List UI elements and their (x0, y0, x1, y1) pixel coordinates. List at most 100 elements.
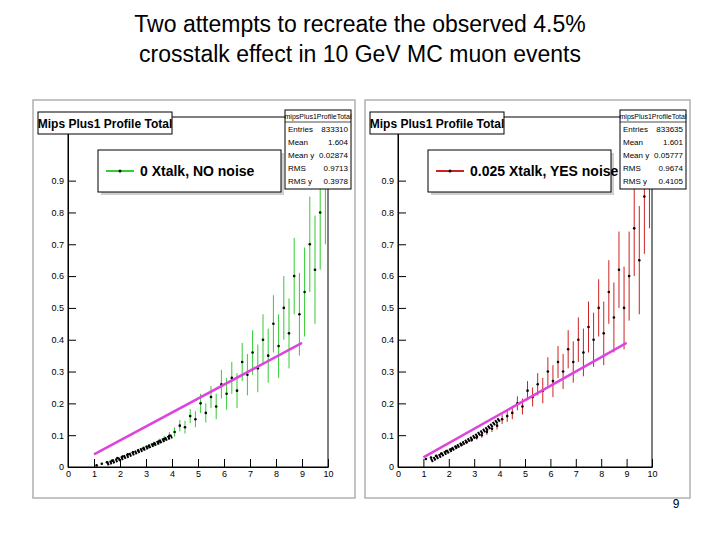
error-bar (634, 181, 635, 276)
y-tick: 0.5 (51, 303, 76, 313)
error-bar (179, 420, 180, 431)
stats-box-frame (620, 110, 686, 189)
stats-label: Entries (623, 125, 648, 134)
stats-value: 0.9713 (324, 164, 349, 173)
x-tick-mark (525, 459, 526, 467)
stats-label: Mean (623, 138, 643, 147)
x-tick-mark (198, 459, 199, 467)
fit-line (431, 419, 500, 460)
point (288, 332, 291, 335)
error-bar (185, 421, 186, 434)
x-tick-mark (652, 459, 653, 467)
y-tick: 0.1 (381, 431, 406, 441)
x-tick-mark (276, 459, 277, 467)
x-tick-label: 1 (421, 469, 426, 479)
x-tick: 1 (92, 459, 97, 479)
x-tick-label: 2 (447, 469, 452, 479)
y-tick: 0.4 (381, 335, 406, 345)
stats-box: mipsPlus1ProfileTotalEntries833310Mean1.… (285, 110, 352, 189)
y-tick-mark (68, 403, 76, 404)
point (501, 418, 504, 421)
x-tick-label: 7 (574, 469, 579, 479)
plot-frame (68, 117, 328, 467)
x-tick-label: 5 (523, 469, 528, 479)
point (179, 424, 182, 427)
canvas (33, 100, 355, 498)
legend-swatch (106, 170, 134, 172)
point (526, 389, 529, 392)
error-bar (257, 345, 258, 393)
x-tick: 7 (248, 459, 253, 479)
point (272, 323, 275, 326)
title-box: Mips Plus1 Profile Total (370, 112, 504, 134)
point (643, 195, 646, 198)
x-tick-mark (328, 459, 329, 467)
error-bar (502, 415, 503, 425)
point (592, 338, 595, 341)
x-tick: 10 (323, 459, 333, 479)
y-tick-mark (68, 212, 76, 213)
point (608, 291, 611, 294)
y-tick: 0.6 (381, 271, 406, 281)
y-tick-label: 0 (389, 462, 394, 472)
y-tick-label: 0 (59, 462, 64, 472)
point (511, 412, 514, 415)
point (521, 405, 524, 408)
x-tick-label: 10 (647, 469, 657, 479)
point (557, 361, 560, 364)
x-tick-mark (224, 459, 225, 467)
point (205, 412, 208, 415)
y-tick-label: 0.5 (381, 303, 394, 313)
y-tick-mark (68, 372, 76, 373)
x-tick-mark (302, 459, 303, 467)
x-tick-mark (172, 459, 173, 467)
x-tick: 9 (625, 459, 630, 479)
slide-title: crosstalk effect in 10 GeV MC muon event… (139, 41, 581, 67)
y-tick-mark (68, 181, 76, 182)
point (496, 424, 499, 427)
y-tick-mark (398, 467, 406, 468)
point (173, 431, 176, 434)
x-tick: 10 (647, 459, 657, 479)
stats-title: mipsPlus1ProfileTotal (285, 113, 352, 121)
point (552, 380, 555, 383)
x-tick-label: 8 (599, 469, 604, 479)
x-tick-label: 0 (66, 469, 71, 479)
stats-divider (620, 122, 686, 123)
y-tick-label: 0.6 (381, 271, 394, 281)
x-tick-mark (449, 459, 450, 467)
stats-value: 833310 (321, 125, 348, 134)
title-box-frame (370, 112, 504, 134)
y-tick-label: 0.6 (51, 271, 64, 281)
x-tick: 4 (170, 459, 175, 479)
chart-title: Mips Plus1 Profile Total (38, 117, 172, 131)
y-tick-mark (68, 276, 76, 277)
x-axis: 012345678910 (66, 459, 334, 479)
stats-value: 0.05777 (654, 151, 683, 160)
x-tick: 2 (447, 459, 452, 479)
error-bar (101, 463, 102, 464)
x-tick: 6 (222, 459, 227, 479)
y-tick-label: 0.9 (51, 176, 64, 186)
y-tick-label: 0.4 (51, 335, 64, 345)
panel: 01234567891000.10.20.30.40.50.60.70.80.9… (33, 100, 355, 498)
error-bar (573, 341, 574, 382)
y-tick-label: 0.7 (381, 240, 394, 250)
error-bar (304, 247, 305, 336)
x-tick-label: 0 (396, 469, 401, 479)
point (210, 396, 213, 399)
point (319, 211, 322, 214)
stats-value: 0.9674 (659, 164, 684, 173)
legend-label: 0.025 Xtalk, YES noise (470, 163, 619, 179)
point (633, 227, 636, 230)
x-tick-label: 4 (498, 469, 503, 479)
error-bar (205, 403, 206, 422)
plot-area (94, 117, 327, 467)
y-tick-label: 0.7 (51, 240, 64, 250)
fit-line (107, 436, 172, 464)
x-tick-label: 6 (222, 469, 227, 479)
point (236, 389, 239, 392)
y-tick-mark (68, 467, 76, 468)
point (189, 415, 192, 418)
x-tick-label: 6 (548, 469, 553, 479)
